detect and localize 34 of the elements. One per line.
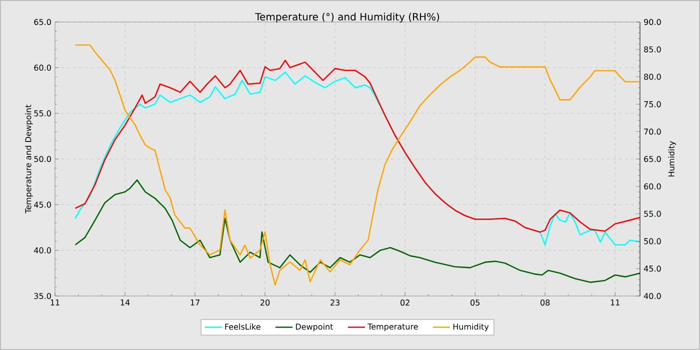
y-tick-label: 55.0 <box>34 110 51 116</box>
y2-tick-label: 50.0 <box>644 238 661 244</box>
x-tick-label: 11 <box>50 300 60 306</box>
legend-label: FeelsLike <box>225 324 260 330</box>
y2-tick-label: 65.0 <box>644 156 661 162</box>
x-tick-label: 20 <box>260 300 270 306</box>
x-tick-label: 23 <box>330 300 340 306</box>
y-axis-title: Temperature and Dewpoint <box>25 104 33 214</box>
y2-tick-label: 80.0 <box>644 74 661 80</box>
y-tick-label: 45.0 <box>34 202 51 208</box>
y2-tick-label: 85.0 <box>644 46 661 52</box>
x-tick-label: 14 <box>120 300 130 306</box>
y-tick-label: 65.0 <box>34 18 51 26</box>
x-tick-label: 05 <box>470 300 480 306</box>
x-tick-label: 02 <box>400 300 410 306</box>
legend-label: Humidity <box>453 324 489 332</box>
y2-tick-label: 70.0 <box>644 128 661 135</box>
y2-tick-label: 45.0 <box>644 266 661 272</box>
x-tick-label: 17 <box>190 300 200 306</box>
y2-tick-label: 75.0 <box>644 101 661 108</box>
chart-title: Temperature (°) and Humidity (RH%) <box>255 12 440 22</box>
y2-tick-label: 40.0 <box>644 292 661 300</box>
y2-tick-label: 55.0 <box>644 210 661 217</box>
y2-tick-label: 90.0 <box>644 18 661 26</box>
legend-label: Temperature <box>368 324 418 332</box>
y-tick-label: 35.0 <box>34 292 51 300</box>
x-tick-label: 11 <box>610 300 620 306</box>
legend-label: Dewpoint <box>296 324 334 332</box>
y2-tick-label: 60.0 <box>644 183 661 190</box>
y-tick-label: 40.0 <box>34 247 51 254</box>
y2-axis-title: Humidity <box>668 141 676 176</box>
x-tick-label: 08 <box>540 300 550 306</box>
y-tick-label: 50.0 <box>34 156 51 162</box>
y-tick-label: 60.0 <box>34 64 51 71</box>
